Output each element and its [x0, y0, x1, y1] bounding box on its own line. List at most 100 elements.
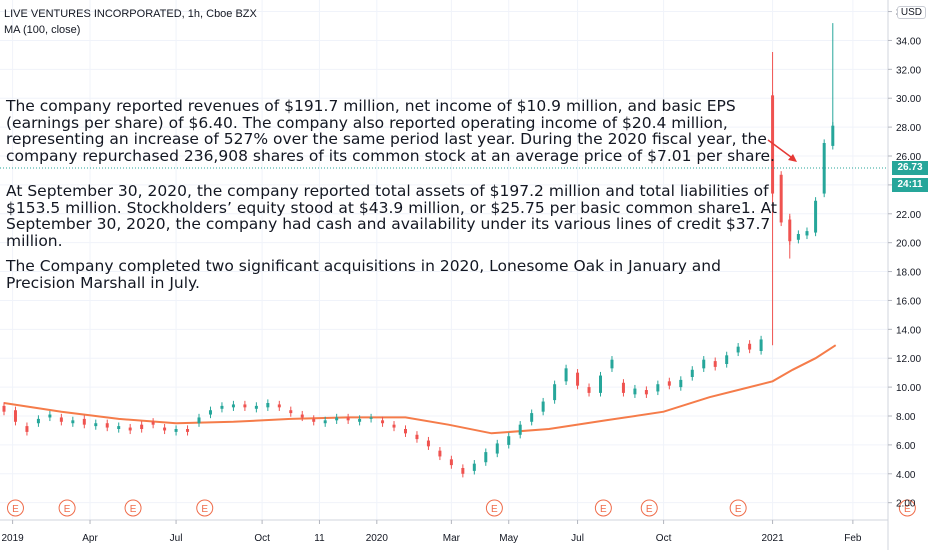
price-tick-label: 4.00	[896, 470, 916, 481]
earnings-marker-label: E	[64, 504, 71, 515]
earnings-marker[interactable]: E	[485, 499, 503, 517]
chart-grid	[0, 0, 888, 520]
price-tick-label: 32.00	[896, 65, 921, 76]
indicator-label[interactable]: MA (100, close)	[4, 24, 81, 36]
time-tick-label: Jul	[170, 533, 183, 544]
moving-average-line	[3, 344, 837, 435]
earnings-marker[interactable]: E	[124, 499, 142, 517]
candle-body	[300, 414, 304, 418]
candle-body	[518, 424, 522, 435]
candle-body	[656, 384, 660, 392]
candle-body	[186, 429, 190, 432]
earnings-marker-label: E	[735, 504, 742, 515]
earnings-marker-label: E	[904, 504, 911, 515]
candle-body	[690, 369, 694, 377]
earnings-marker[interactable]: E	[58, 499, 76, 517]
time-axis[interactable]: 2019 Apr Jul Oct 11 2020 Mar May Jul Oct 2021 Feb	[0, 519, 888, 544]
candle-body	[2, 405, 6, 412]
candle-body	[779, 174, 783, 223]
earnings-marker[interactable]: E	[6, 499, 24, 517]
candle-body	[759, 339, 763, 351]
candle-body	[449, 459, 453, 466]
candle-body	[633, 388, 637, 395]
earnings-marker-circle	[124, 499, 142, 517]
candle-body	[805, 231, 809, 236]
candle-body	[438, 450, 442, 457]
candle-body	[59, 417, 63, 422]
candle-body	[277, 404, 281, 408]
bar-countdown-label: 24:11	[892, 178, 928, 192]
candle-body	[289, 410, 293, 414]
time-tick-label: Mar	[443, 533, 461, 544]
earnings-marker[interactable]: E	[196, 499, 214, 517]
time-tick-label: 2019	[1, 533, 24, 544]
candle-body	[25, 426, 29, 432]
earnings-marker[interactable]: E	[594, 499, 612, 517]
candle-body	[495, 443, 499, 454]
candle-body	[507, 436, 511, 445]
candle-body	[553, 384, 557, 401]
candle-body	[748, 343, 752, 350]
earnings-marker-circle	[485, 499, 503, 517]
time-tick-label: May	[499, 533, 518, 544]
earnings-marker-circle	[6, 499, 24, 517]
candle-body	[220, 405, 224, 409]
candle-body	[426, 440, 430, 447]
candle-body	[587, 387, 591, 393]
candle-body	[369, 417, 373, 419]
price-tick-label: 8.00	[896, 412, 916, 423]
annotation-arrow	[767, 139, 797, 162]
candle-body	[174, 429, 178, 432]
symbol-title: LIVE VENTURES INCORPORATED, 1h, Cboe BZX	[4, 8, 257, 20]
price-tick-label: 26.00	[896, 152, 921, 163]
candle-body	[403, 429, 407, 434]
candle-body	[796, 234, 800, 240]
candle-body	[94, 423, 98, 427]
candle-body	[621, 382, 625, 393]
candle-body	[725, 355, 729, 364]
price-axis[interactable]: 2.00 4.00 6.00 8.00 10.00 12.00 14.00 16.00 18.0…	[887, 0, 921, 550]
earnings-marker[interactable]: E	[640, 499, 658, 517]
annotation-paragraph-2: At September 30, 2020, the company repor…	[6, 182, 778, 250]
price-tick-label: 20.00	[896, 239, 921, 250]
candle-body	[610, 359, 614, 369]
price-tick-label: 34.00	[896, 36, 921, 47]
candle-body	[163, 427, 167, 431]
candle-body	[197, 417, 201, 424]
candle-body	[541, 401, 545, 412]
candle-body	[208, 410, 212, 415]
candle-body	[254, 405, 258, 409]
earnings-marker-circle	[594, 499, 612, 517]
candle-body	[392, 424, 396, 428]
candles	[0, 23, 888, 478]
price-tick-label: 18.00	[896, 268, 921, 279]
time-tick-label: Oct	[254, 533, 270, 544]
candle-body	[576, 372, 580, 386]
earnings-markers: EEEEEEEEEE	[6, 499, 916, 517]
time-tick-label: Oct	[656, 533, 672, 544]
candle-body	[381, 420, 385, 424]
earnings-marker-label: E	[646, 504, 653, 515]
candle-body	[530, 413, 534, 422]
earnings-marker[interactable]: E	[729, 499, 747, 517]
candle-body	[71, 420, 75, 424]
earnings-marker[interactable]: E	[898, 499, 916, 517]
currency-selector[interactable]: USD	[896, 6, 926, 19]
candle-body	[151, 421, 155, 425]
candle-body	[358, 418, 362, 422]
price-tick-label: 30.00	[896, 94, 921, 105]
candle-body	[231, 404, 235, 408]
candle-body	[814, 200, 818, 233]
candle-body	[243, 404, 247, 408]
price-tick-label: 28.00	[896, 123, 921, 134]
earnings-marker-label: E	[201, 504, 208, 515]
candle-body	[140, 424, 144, 429]
earnings-marker-circle	[196, 499, 214, 517]
arrow-shaft	[767, 139, 796, 161]
price-tick-label: 16.00	[896, 296, 921, 307]
price-tick-label: 10.00	[896, 383, 921, 394]
earnings-marker-circle	[898, 499, 916, 517]
candle-body	[36, 418, 40, 424]
candle-body	[831, 125, 835, 146]
